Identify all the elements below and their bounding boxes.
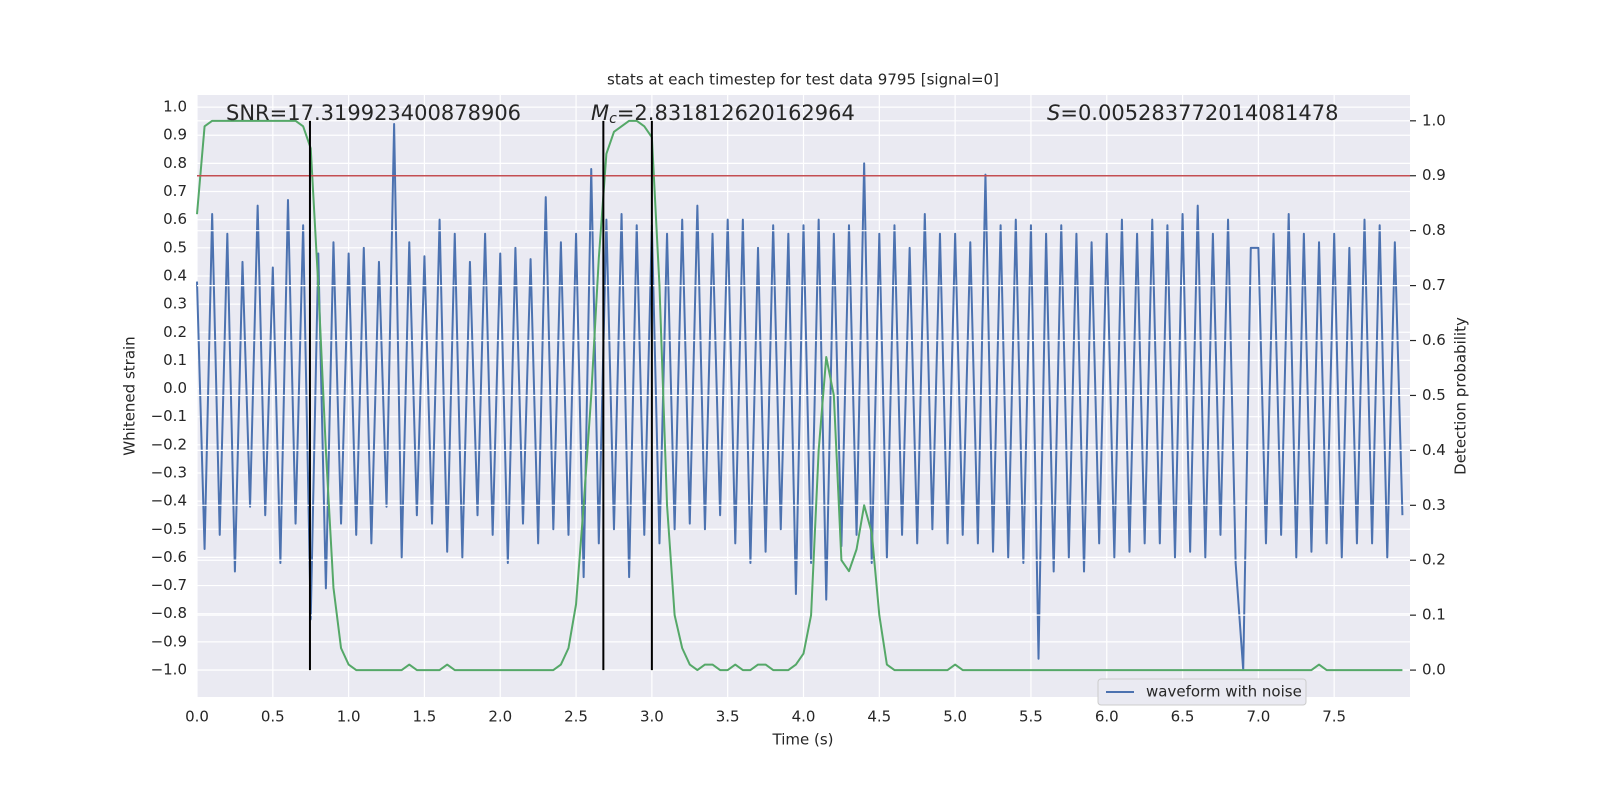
- y-tick-label: 0.7: [163, 182, 187, 200]
- x-tick-label: 2.0: [488, 708, 512, 726]
- x-tick-label: 3.0: [640, 708, 664, 726]
- x-tick-label: 6.0: [1095, 708, 1119, 726]
- y-tick-label: 0.0: [163, 379, 187, 397]
- plot-layer: [196, 95, 1410, 697]
- x-tick-label: 3.5: [716, 708, 740, 726]
- legend-box: [1097, 678, 1307, 706]
- y-tick-label: 0.8: [163, 154, 187, 172]
- x-tick-label: 7.5: [1322, 708, 1346, 726]
- y-tick-label: −0.7: [151, 576, 187, 594]
- y2-tick-label: 0.4: [1422, 441, 1446, 459]
- x-tick-label: 4.5: [867, 708, 891, 726]
- annotation-text: =2.831812620162964: [617, 101, 855, 125]
- y-tick-label: −0.3: [151, 463, 187, 481]
- x-tick-label: 4.0: [792, 708, 816, 726]
- y2-tick-label: 0.2: [1422, 551, 1446, 569]
- y-tick-label: −0.8: [151, 604, 187, 622]
- x-tick-label: 2.5: [564, 708, 588, 726]
- y-tick-label: 0.3: [163, 295, 187, 313]
- annotation: Mc=2.831812620162964: [591, 101, 855, 127]
- x-tick-label: 6.5: [1171, 708, 1195, 726]
- y-tick-label: 0.4: [163, 266, 187, 284]
- y-tick-label: −1.0: [151, 660, 187, 678]
- y2-tick-label: 0.1: [1422, 606, 1446, 624]
- x-tick-label: 7.0: [1246, 708, 1270, 726]
- annotation-text: =0.005283772014081478: [1060, 101, 1338, 125]
- annotation-symbol: S: [1047, 101, 1060, 125]
- y2-tick-label: 1.0: [1422, 111, 1446, 129]
- y-tick-label: 0.1: [163, 351, 187, 369]
- y-tick-label: 1.0: [163, 98, 187, 116]
- y-tick-label: −0.6: [151, 548, 187, 566]
- y-tick-label: −0.5: [151, 520, 187, 538]
- y-tick-label: 0.5: [163, 238, 187, 256]
- y2-tick-label: 0.7: [1422, 276, 1446, 294]
- annotation: S=0.005283772014081478: [1047, 101, 1338, 125]
- y2-tick-label: 0.8: [1422, 221, 1446, 239]
- legend-label: waveform with noise: [1146, 683, 1302, 701]
- x-tick-label: 5.5: [1019, 708, 1043, 726]
- series-line: [196, 119, 1403, 672]
- y2-tick-label: 0.0: [1422, 661, 1446, 679]
- y-tick-label: 0.6: [163, 210, 187, 228]
- x-tick-label: 5.0: [943, 708, 967, 726]
- y2-axis-label: Detection probability: [1452, 317, 1470, 475]
- x-tick-label: 0.5: [261, 708, 285, 726]
- y-tick-label: −0.2: [151, 435, 187, 453]
- annotation-symbol: M: [591, 101, 609, 125]
- x-tick-label: 0.0: [185, 708, 209, 726]
- y2-tick-label: 0.3: [1422, 496, 1446, 514]
- y2-tick-label: 0.5: [1422, 386, 1446, 404]
- y-tick-label: 0.2: [163, 323, 187, 341]
- chart-title: stats at each timestep for test data 979…: [607, 71, 999, 89]
- y-axis-label: Whitened strain: [121, 336, 139, 455]
- annotation-subscript: c: [609, 111, 617, 127]
- y-tick-label: −0.9: [151, 632, 187, 650]
- x-tick-label: 1.5: [413, 708, 437, 726]
- y-tick-label: −0.4: [151, 492, 187, 510]
- y2-tick-label: 0.9: [1422, 166, 1446, 184]
- y2-tick-label: 0.6: [1422, 331, 1446, 349]
- x-tick-label: 1.0: [337, 708, 361, 726]
- y-tick-label: 0.9: [163, 126, 187, 144]
- x-axis-label: Time (s): [772, 731, 834, 749]
- annotation: SNR=17.319923400878906: [226, 101, 521, 125]
- y-tick-label: −0.1: [151, 407, 187, 425]
